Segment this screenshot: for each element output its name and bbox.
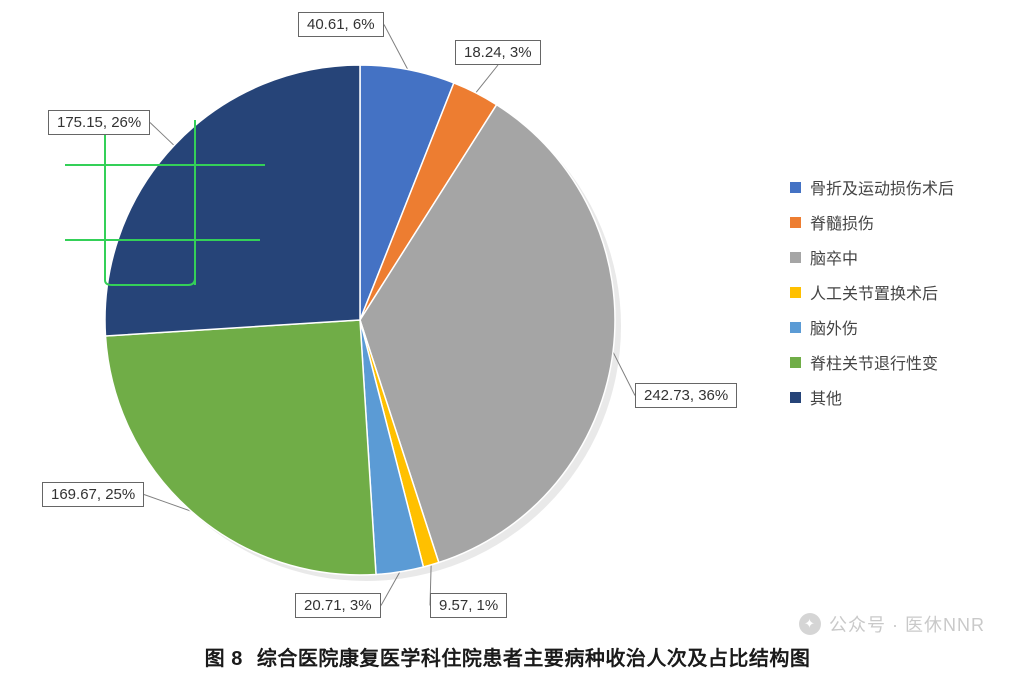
legend-item: 骨折及运动损伤术后 xyxy=(790,175,954,199)
legend: 骨折及运动损伤术后脊髓损伤脑卒中人工关节置换术后脑外伤脊柱关节退行性变其他 xyxy=(790,175,954,420)
leader-line xyxy=(384,25,408,70)
legend-swatch xyxy=(790,322,801,333)
figure-number: 图 8 xyxy=(205,648,243,670)
slice-value-label: 40.61, 6% xyxy=(298,12,384,37)
slice-value-label: 18.24, 3% xyxy=(455,40,541,65)
legend-swatch xyxy=(790,287,801,298)
legend-swatch xyxy=(790,357,801,368)
figure-title: 综合医院康复医学科住院患者主要病种收治人次及占比结构图 xyxy=(257,648,811,670)
slice-value-label: 169.67, 25% xyxy=(42,482,144,507)
legend-item: 脑外伤 xyxy=(790,315,954,339)
legend-swatch xyxy=(790,182,801,193)
legend-item: 人工关节置换术后 xyxy=(790,280,954,304)
wechat-icon: ✦ xyxy=(799,613,821,635)
watermark-label: 公众号 · 医休NNR xyxy=(829,611,985,637)
legend-item: 脊髓损伤 xyxy=(790,210,954,234)
legend-swatch xyxy=(790,217,801,228)
pie-chart-container: 骨折及运动损伤术后脊髓损伤脑卒中人工关节置换术后脑外伤脊柱关节退行性变其他 图 … xyxy=(0,0,1015,685)
legend-label: 人工关节置换术后 xyxy=(810,280,938,304)
slice-value-label: 9.57, 1% xyxy=(430,593,507,618)
legend-label: 骨折及运动损伤术后 xyxy=(810,175,954,199)
slice-value-label: 175.15, 26% xyxy=(48,110,150,135)
pie-slice xyxy=(106,320,377,575)
legend-swatch xyxy=(790,252,801,263)
leader-line xyxy=(150,123,174,146)
watermark-text: ✦ 公众号 · 医休NNR xyxy=(799,611,985,637)
legend-label: 脊柱关节退行性变 xyxy=(810,350,938,374)
legend-item: 脑卒中 xyxy=(790,245,954,269)
legend-item: 其他 xyxy=(790,385,954,409)
legend-swatch xyxy=(790,392,801,403)
legend-label: 脑外伤 xyxy=(810,315,858,339)
slice-value-label: 242.73, 36% xyxy=(635,383,737,408)
legend-label: 脑卒中 xyxy=(810,245,858,269)
leader-line xyxy=(476,65,498,93)
slice-value-label: 20.71, 3% xyxy=(295,593,381,618)
pie-slice xyxy=(105,65,360,336)
legend-label: 其他 xyxy=(810,385,842,409)
legend-item: 脊柱关节退行性变 xyxy=(790,350,954,374)
legend-label: 脊髓损伤 xyxy=(810,210,874,234)
figure-caption: 图 8 综合医院康复医学科住院患者主要病种收治人次及占比结构图 xyxy=(0,642,1015,671)
